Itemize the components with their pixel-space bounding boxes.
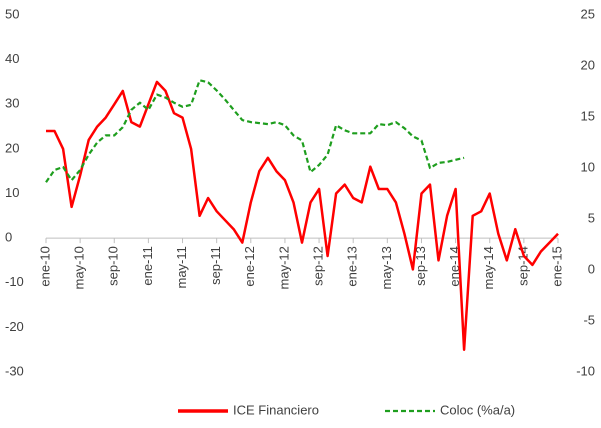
x-tick-label: sep-10 [106, 246, 121, 286]
x-tick-label: sep-14 [515, 246, 530, 286]
x-tick-label: ene-11 [140, 246, 155, 286]
y-tick-label: 10 [5, 185, 19, 200]
x-tick-label: may-10 [72, 246, 87, 289]
x-tick-label: may-14 [481, 246, 496, 289]
y2-tick-label: 15 [581, 108, 595, 123]
x-tick-label: ene-15 [549, 246, 564, 286]
y-tick-label: -20 [5, 319, 24, 334]
y2-tick-label: -10 [576, 363, 595, 378]
series-line [45, 79, 465, 183]
x-tick-label: ene-10 [37, 246, 52, 286]
y2-tick-label: 5 [588, 210, 595, 225]
legend-label: Coloc (%a/a) [440, 402, 515, 417]
series-line [46, 80, 559, 351]
y-tick-label: -30 [5, 363, 24, 378]
y-tick-label: -10 [5, 274, 24, 289]
y-tick-label: 30 [5, 96, 19, 111]
x-tick-label: sep-11 [208, 246, 223, 285]
legend-label: ICE Financiero [233, 402, 319, 417]
x-tick-label: may-12 [276, 246, 291, 289]
y-tick-label: 20 [5, 140, 19, 155]
y2-tick-label: 0 [588, 261, 595, 276]
x-tick-label: may-11 [174, 246, 189, 288]
y2-tick-label: -5 [583, 312, 595, 327]
x-tick-label: ene-13 [345, 246, 360, 286]
y-tick-label: 50 [5, 6, 19, 21]
y2-tick-label: 20 [581, 57, 595, 72]
x-tick-label: may-13 [379, 246, 394, 289]
y2-tick-label: 25 [581, 6, 595, 21]
y2-tick-label: 10 [581, 159, 595, 174]
x-tick-label: sep-13 [413, 246, 428, 286]
x-tick-label: ene-12 [242, 246, 257, 286]
y-tick-label: 0 [5, 230, 12, 245]
y-tick-label: 40 [5, 51, 19, 66]
x-tick-label: sep-12 [311, 246, 326, 286]
